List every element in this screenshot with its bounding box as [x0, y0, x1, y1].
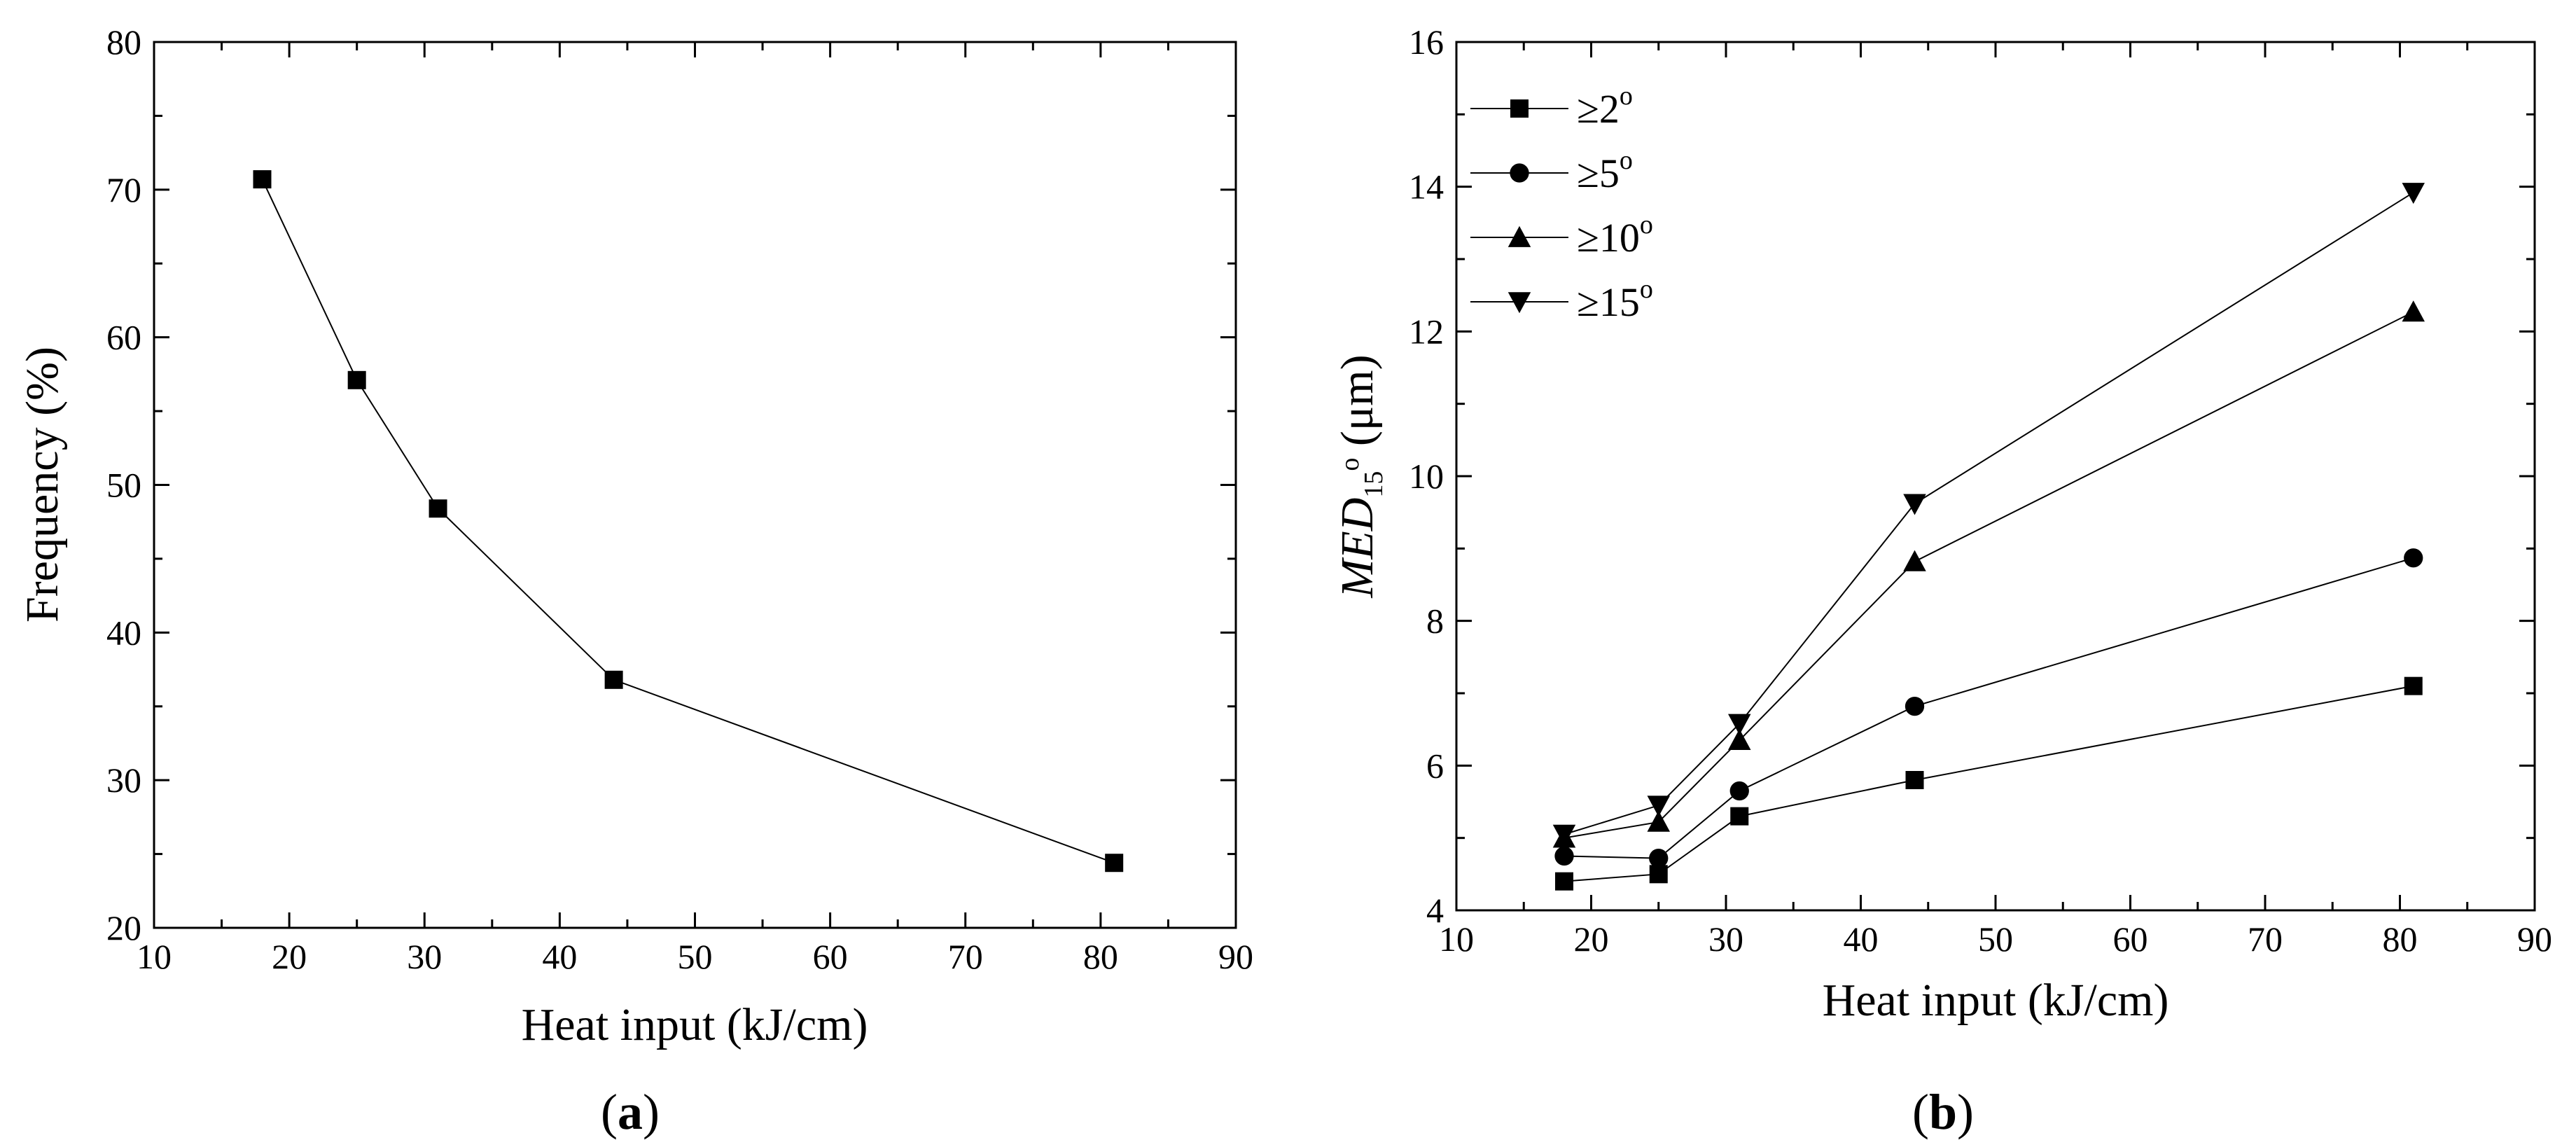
chart-a-x-tick-label: 10 — [137, 937, 172, 976]
chart-b-data-point — [1649, 848, 1669, 868]
chart-b-x-tick-label: 40 — [1844, 919, 1879, 959]
chart-b-series-line-2 — [1564, 311, 2414, 839]
chart-a-y-tick-label: 70 — [106, 170, 141, 209]
chart-b-y-tick-label: 4 — [1426, 891, 1444, 930]
chart-b-x-tick-label: 70 — [2248, 919, 2283, 959]
chart-a-y-tick-label: 50 — [106, 466, 141, 505]
chart-b-x-tick-label: 50 — [1978, 919, 2013, 959]
chart-b-panel-label-open: ( — [1912, 1084, 1929, 1140]
chart-b-x-axis-title: Heat input (kJ/cm) — [1823, 975, 2169, 1026]
chart-a-x-tick-label: 60 — [813, 937, 848, 976]
chart-a-series-line-0 — [261, 179, 1115, 864]
chart-a-panel-label-close: ) — [643, 1084, 660, 1140]
chart-b-data-point — [1730, 807, 1749, 826]
chart-a-y-tick-label: 80 — [106, 22, 141, 62]
legend-label-1: ≥5o — [1577, 146, 1633, 196]
legend-marker-2 — [1508, 225, 1531, 247]
chart-a-x-tick-label: 80 — [1083, 937, 1118, 976]
chart-a-y-tick-label: 60 — [106, 318, 141, 357]
chart-b-data-point — [2402, 183, 2425, 204]
chart-b-y-tick-label: 16 — [1409, 22, 1444, 62]
chart-b-data-point — [1647, 795, 1670, 817]
chart-b-data-point — [1728, 714, 1751, 735]
chart-b-data-point — [1647, 810, 1670, 832]
chart-a-x-tick-label: 50 — [678, 937, 713, 976]
chart-b-x-tick-label: 90 — [2517, 919, 2552, 959]
chart-b-data-point — [1728, 728, 1751, 750]
chart-b-y-axis: 4 6 8 10 12 14 16 — [1409, 22, 2535, 930]
chart-b-data-point — [1555, 872, 1573, 891]
chart-b-data-point — [1903, 550, 1926, 571]
chart-b-data-point — [1729, 781, 1749, 801]
chart-a-plot-frame — [153, 41, 1237, 929]
chart-a-y-tick-label: 20 — [106, 908, 141, 947]
chart-b-y-tick-label: 10 — [1409, 457, 1444, 496]
chart-b-y-axis-title: MED15o (μm) — [1332, 354, 1388, 598]
chart-a-panel-label-letter: a — [618, 1084, 643, 1140]
chart-a-panel-label: (a) — [601, 1084, 660, 1140]
legend-label-3: ≥15o — [1577, 274, 1653, 325]
chart-b-data-point — [1552, 824, 1576, 846]
legend-label-0: ≥2o — [1577, 81, 1633, 132]
chart-b-panel-label-letter: b — [1929, 1084, 1957, 1140]
chart-b-series — [1552, 183, 2425, 891]
chart-b-data-point — [2404, 676, 2423, 695]
chart-b-y-axis-title-unit: (μm) — [1332, 354, 1383, 457]
chart-a-data-point — [347, 370, 366, 389]
chart-a-y-tick-label: 30 — [106, 760, 141, 800]
chart-b-y-tick-label: 14 — [1409, 167, 1444, 207]
chart-b-x-tick-label: 20 — [1574, 919, 1609, 959]
chart-a-x-axis: 10 20 30 40 50 60 70 80 90 — [137, 42, 1253, 976]
chart-b-x-tick-label: 30 — [1708, 919, 1743, 959]
chart-a-data-point — [429, 499, 447, 518]
chart-a-panel-label-open: ( — [601, 1084, 618, 1140]
chart-b-panel-label-close: ) — [1957, 1084, 1974, 1140]
chart-b-data-point — [1905, 696, 1925, 716]
chart-a-y-axis-title: Frequency (%) — [17, 347, 68, 623]
chart-b-data-point — [2402, 300, 2425, 322]
chart-a-x-tick-label: 20 — [272, 937, 307, 976]
chart-a-x-tick-label: 30 — [407, 937, 442, 976]
legend-marker-3 — [1508, 292, 1531, 314]
legend-marker-1 — [1510, 163, 1529, 183]
chart-a-y-tick-label: 40 — [106, 613, 141, 652]
chart-b-x-tick-label: 60 — [2113, 919, 2148, 959]
chart-a-data-point — [1105, 854, 1124, 873]
legend-marker-0 — [1510, 99, 1529, 118]
chart-b-x-tick-label: 80 — [2383, 919, 2418, 959]
chart-b-y-tick-label: 12 — [1409, 312, 1444, 351]
chart-b-data-point — [2404, 548, 2423, 568]
chart-a-x-axis-title: Heat input (kJ/cm) — [522, 999, 868, 1050]
chart-b-panel-label: (b) — [1912, 1084, 1974, 1140]
chart-a-data-point — [604, 670, 623, 689]
chart-b-data-point — [1649, 865, 1668, 884]
chart-b-data-point — [1905, 771, 1924, 789]
chart-b-y-axis-title-main: MED — [1332, 498, 1383, 599]
chart-a-y-axis: 20 30 40 50 60 70 80 — [106, 22, 1236, 947]
chart-a-data-point — [253, 170, 272, 189]
legend-label-2: ≥10o — [1577, 210, 1653, 260]
chart-b-series-line-1 — [1564, 557, 2414, 859]
chart-a-series — [253, 170, 1124, 873]
chart-a-x-tick-label: 70 — [948, 937, 983, 976]
chart-b-data-point — [1903, 494, 1926, 515]
chart-b-x-tick-label: 10 — [1439, 919, 1474, 959]
chart-b-series-line-0 — [1564, 685, 2414, 882]
chart-b-series-line-3 — [1564, 192, 2414, 835]
chart-b-x-axis: 10 20 30 40 50 60 70 80 90 — [1439, 42, 2552, 959]
chart-b-y-tick-label: 8 — [1426, 602, 1444, 641]
chart-b-data-point — [1554, 846, 1574, 866]
chart-a-x-tick-label: 90 — [1218, 937, 1253, 976]
chart-b-y-tick-label: 6 — [1426, 746, 1444, 785]
chart-a-x-tick-label: 40 — [542, 937, 577, 976]
chart-b-y-axis-title-sup: o — [1335, 458, 1365, 471]
chart-b-y-axis-title-sub: 15 — [1359, 471, 1388, 498]
chart-b-legend: ≥2o ≥5o ≥10o ≥15o — [1470, 81, 1653, 325]
chart-b: 10 20 30 40 50 60 70 80 90 4 6 8 10 12 14 16 ≥2o ≥5o ≥10… — [1332, 22, 2552, 1140]
